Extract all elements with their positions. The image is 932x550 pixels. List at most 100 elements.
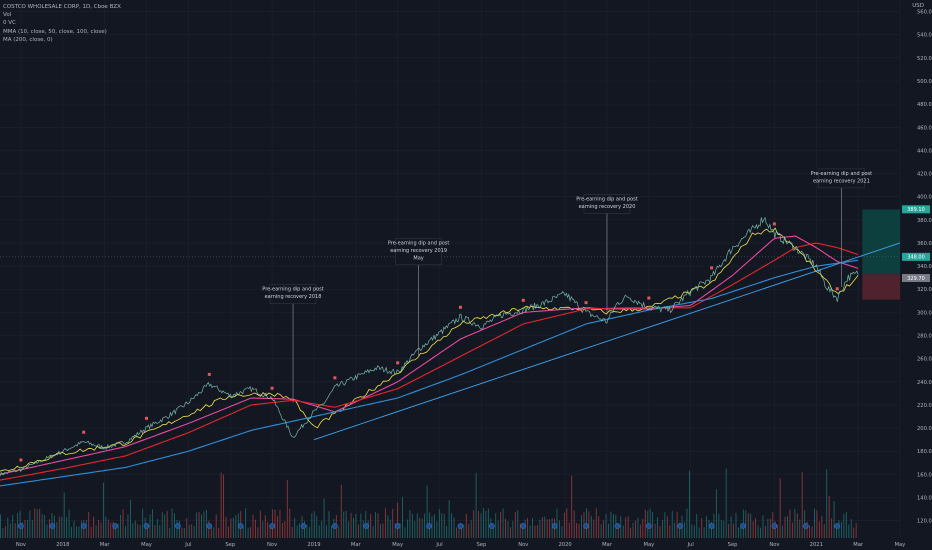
position-zones[interactable] xyxy=(862,209,900,300)
volume-bar xyxy=(556,508,558,538)
volume-bar xyxy=(196,512,198,538)
ma100-line xyxy=(0,242,859,481)
volume-bar xyxy=(220,472,222,538)
currency-label[interactable]: USD xyxy=(912,3,924,9)
volume-bar xyxy=(433,514,435,538)
price-tick-label: 480.00 xyxy=(917,102,932,108)
dividend-marker xyxy=(583,523,589,529)
indicator-vc[interactable]: 0 VC xyxy=(3,20,16,27)
volume-bar xyxy=(809,525,811,538)
volume-bar xyxy=(769,518,771,538)
volume-bar xyxy=(191,524,193,538)
volume-bar xyxy=(789,509,791,538)
volume-bar xyxy=(507,521,509,538)
volume-bar xyxy=(100,522,102,538)
volume-bar xyxy=(213,527,215,538)
volume-bar xyxy=(495,513,497,538)
annotation-box[interactable] xyxy=(269,284,317,304)
volume-bar xyxy=(274,509,276,538)
volume-bar xyxy=(353,517,354,538)
time-axis[interactable]: Nov 2018 Mar May Jul Sep Nov 2019 Mar May Jul Sep No… xyxy=(16,542,905,548)
price-tick-label: 160.00 xyxy=(917,472,932,478)
earnings-marker xyxy=(82,430,86,434)
volume-bar xyxy=(166,510,168,538)
volume-bar xyxy=(541,517,543,538)
indicator-volume[interactable]: Vol xyxy=(3,12,12,19)
volume-bar xyxy=(102,482,104,538)
volume-bar xyxy=(26,519,28,538)
annotation-box[interactable] xyxy=(818,168,865,189)
earnings-marker xyxy=(710,266,714,270)
volume-bar xyxy=(14,523,16,538)
volume-bar xyxy=(4,526,6,538)
dividend-marker xyxy=(426,523,432,529)
volume-bar xyxy=(127,514,129,538)
volume-bar xyxy=(581,515,582,538)
volume-bar xyxy=(95,525,97,538)
annotation-box[interactable] xyxy=(583,194,631,214)
earnings-marker xyxy=(270,386,274,390)
volume-bar xyxy=(129,499,131,538)
volume-bar xyxy=(154,525,156,538)
volume-bar xyxy=(661,520,663,538)
volume-bar xyxy=(389,519,391,538)
earnings-marker xyxy=(207,372,211,376)
volume-bar xyxy=(63,492,65,538)
volume-bar xyxy=(132,523,134,538)
volume-bar xyxy=(855,523,857,538)
volume-bar xyxy=(345,510,347,538)
volume-bar xyxy=(598,516,600,538)
volume-bar xyxy=(61,516,63,538)
annotation-box[interactable] xyxy=(395,238,442,266)
earnings-marker xyxy=(458,305,462,309)
price-tick-label: 460.00 xyxy=(917,125,932,131)
symbol-title[interactable]: COSTCO WHOLESALE CORP, 1D, Cboe BZX xyxy=(3,4,121,10)
profit-target-zone[interactable] xyxy=(862,209,900,275)
volume-bar xyxy=(257,527,259,538)
volume-bar xyxy=(250,527,251,538)
price-tick-label: 520.00 xyxy=(917,56,932,62)
volume-bar xyxy=(112,521,114,538)
volume-bar xyxy=(377,513,379,538)
volume-bar xyxy=(294,517,296,538)
volume-bar xyxy=(456,527,457,538)
volume-bar xyxy=(791,522,793,538)
volume-bar xyxy=(426,485,428,538)
time-tick-label: Mar xyxy=(602,542,613,548)
annotation-text: Pre-earning dip and post xyxy=(811,171,873,177)
ma200-line xyxy=(0,259,859,487)
volume-bar xyxy=(279,510,281,538)
dividend-marker xyxy=(175,523,181,529)
volume-bar xyxy=(372,526,374,538)
volume-bar xyxy=(39,508,41,538)
volume-bar xyxy=(497,520,499,538)
volume-bar xyxy=(720,520,722,538)
volume-bar xyxy=(502,508,504,538)
volume-bar xyxy=(814,508,815,538)
volume-bar xyxy=(313,511,315,538)
volume-bar xyxy=(93,516,95,538)
volume-bar xyxy=(561,525,563,538)
indicator-ma200[interactable]: MA (200, close, 0) xyxy=(3,36,53,43)
trendline[interactable] xyxy=(313,242,901,441)
indicator-mma[interactable]: MMA (10, close, 50, close, 100, close) xyxy=(3,28,107,35)
volume-bar xyxy=(718,513,720,538)
volume-bar xyxy=(22,522,23,538)
volume-bar xyxy=(639,524,641,538)
volume-bar xyxy=(36,509,38,538)
volume-bar xyxy=(404,527,406,538)
volume-bar xyxy=(551,518,553,538)
volume-bar xyxy=(304,520,305,538)
stop-loss-zone[interactable] xyxy=(862,274,900,300)
volume-bar xyxy=(58,516,60,538)
volume-bar xyxy=(370,513,372,538)
volume-bar xyxy=(105,516,107,538)
volume-bar xyxy=(407,519,408,538)
volume-bar xyxy=(747,513,749,538)
volume-bar xyxy=(210,526,212,538)
volume-bar xyxy=(286,480,288,538)
dividend-marker xyxy=(771,523,778,529)
price-axis[interactable]: 120.00 140.00 160.00 180.00 200.00 220.00 240.… xyxy=(917,10,932,525)
